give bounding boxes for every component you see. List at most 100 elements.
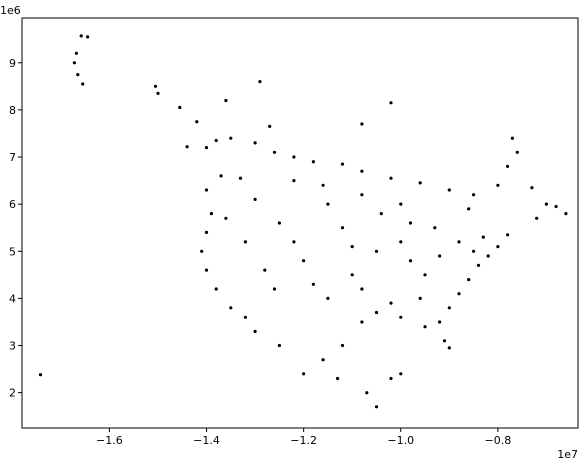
data-point bbox=[277, 343, 281, 348]
data-point bbox=[467, 207, 471, 211]
data-point bbox=[204, 188, 209, 192]
data-point bbox=[302, 259, 306, 263]
data-point bbox=[268, 124, 272, 128]
data-point bbox=[200, 249, 204, 253]
data-point bbox=[399, 240, 403, 244]
data-point bbox=[224, 98, 228, 103]
data-point bbox=[340, 226, 345, 230]
data-point bbox=[554, 204, 558, 209]
plot-area bbox=[22, 18, 578, 428]
data-point bbox=[481, 235, 485, 239]
data-point bbox=[79, 34, 83, 38]
y-tick-label: 3 bbox=[9, 340, 16, 353]
y-tick-label: 5 bbox=[9, 245, 16, 258]
data-point bbox=[253, 197, 257, 201]
data-point bbox=[321, 358, 325, 362]
data-point bbox=[86, 35, 90, 39]
data-point bbox=[408, 259, 413, 263]
data-point bbox=[389, 101, 393, 105]
data-point bbox=[214, 138, 218, 143]
data-point bbox=[506, 233, 510, 237]
data-point bbox=[326, 202, 330, 206]
data-point bbox=[292, 155, 296, 159]
data-point bbox=[76, 73, 80, 77]
data-point bbox=[311, 160, 315, 164]
data-point bbox=[238, 176, 243, 180]
data-point bbox=[360, 122, 364, 126]
y-tick-label: 2 bbox=[9, 387, 16, 400]
data-point bbox=[204, 230, 209, 234]
data-point bbox=[457, 240, 461, 244]
data-point bbox=[156, 91, 160, 95]
data-point bbox=[399, 315, 403, 319]
data-point bbox=[360, 193, 364, 197]
data-point bbox=[457, 292, 461, 296]
data-point bbox=[350, 273, 354, 277]
data-point bbox=[38, 373, 43, 377]
data-point bbox=[74, 51, 78, 55]
data-point bbox=[336, 376, 340, 381]
data-point bbox=[81, 82, 85, 86]
data-point bbox=[360, 169, 364, 173]
x-tick-label: −1.2 bbox=[290, 434, 317, 447]
data-point bbox=[408, 221, 413, 225]
y-tick-label: 6 bbox=[9, 198, 16, 211]
data-point bbox=[564, 212, 568, 216]
data-point bbox=[389, 376, 393, 381]
data-point bbox=[530, 186, 534, 190]
data-point bbox=[447, 306, 451, 310]
data-point bbox=[340, 343, 345, 348]
x-offset-label: 1e7 bbox=[557, 448, 578, 461]
data-point bbox=[229, 136, 233, 140]
data-point bbox=[472, 249, 476, 253]
data-point bbox=[447, 188, 451, 192]
y-axis: 2 3 4 5 6 7 8 9 bbox=[9, 57, 22, 400]
data-point bbox=[302, 372, 306, 376]
data-point bbox=[433, 226, 437, 230]
data-point bbox=[321, 183, 325, 187]
data-point bbox=[399, 372, 403, 376]
data-point bbox=[195, 120, 199, 124]
data-point bbox=[423, 273, 427, 277]
data-point bbox=[472, 193, 476, 197]
data-point bbox=[438, 254, 442, 258]
data-point bbox=[185, 145, 189, 149]
data-point bbox=[374, 310, 379, 315]
y-offset-label: 1e6 bbox=[0, 4, 21, 17]
data-point bbox=[272, 150, 277, 154]
data-point bbox=[292, 240, 296, 244]
y-tick-label: 7 bbox=[9, 151, 16, 164]
data-point bbox=[243, 315, 247, 319]
data-point bbox=[360, 320, 364, 324]
x-tick-label: −1.4 bbox=[193, 434, 220, 447]
data-point bbox=[253, 329, 257, 333]
data-points bbox=[38, 34, 568, 409]
data-point bbox=[360, 287, 364, 291]
y-tick-label: 4 bbox=[9, 292, 16, 305]
data-point bbox=[253, 141, 257, 145]
data-point bbox=[214, 287, 218, 291]
data-point bbox=[365, 391, 369, 395]
data-point bbox=[389, 176, 393, 180]
data-point bbox=[535, 216, 539, 220]
data-point bbox=[496, 183, 500, 187]
x-tick-label: −0.8 bbox=[485, 434, 512, 447]
data-point bbox=[418, 181, 422, 185]
data-point bbox=[447, 346, 451, 350]
data-point bbox=[423, 325, 427, 329]
data-point bbox=[389, 301, 393, 305]
data-point bbox=[326, 296, 330, 300]
axes-frame bbox=[21, 17, 579, 429]
data-point bbox=[311, 282, 315, 286]
data-point bbox=[515, 150, 519, 154]
data-point bbox=[418, 296, 422, 300]
data-point bbox=[219, 174, 223, 178]
x-tick-label: −1.6 bbox=[96, 434, 123, 447]
data-point bbox=[442, 339, 447, 343]
data-point bbox=[374, 249, 379, 253]
data-point bbox=[496, 245, 500, 249]
data-point bbox=[506, 164, 510, 168]
data-point bbox=[374, 405, 379, 409]
data-point bbox=[243, 240, 247, 244]
